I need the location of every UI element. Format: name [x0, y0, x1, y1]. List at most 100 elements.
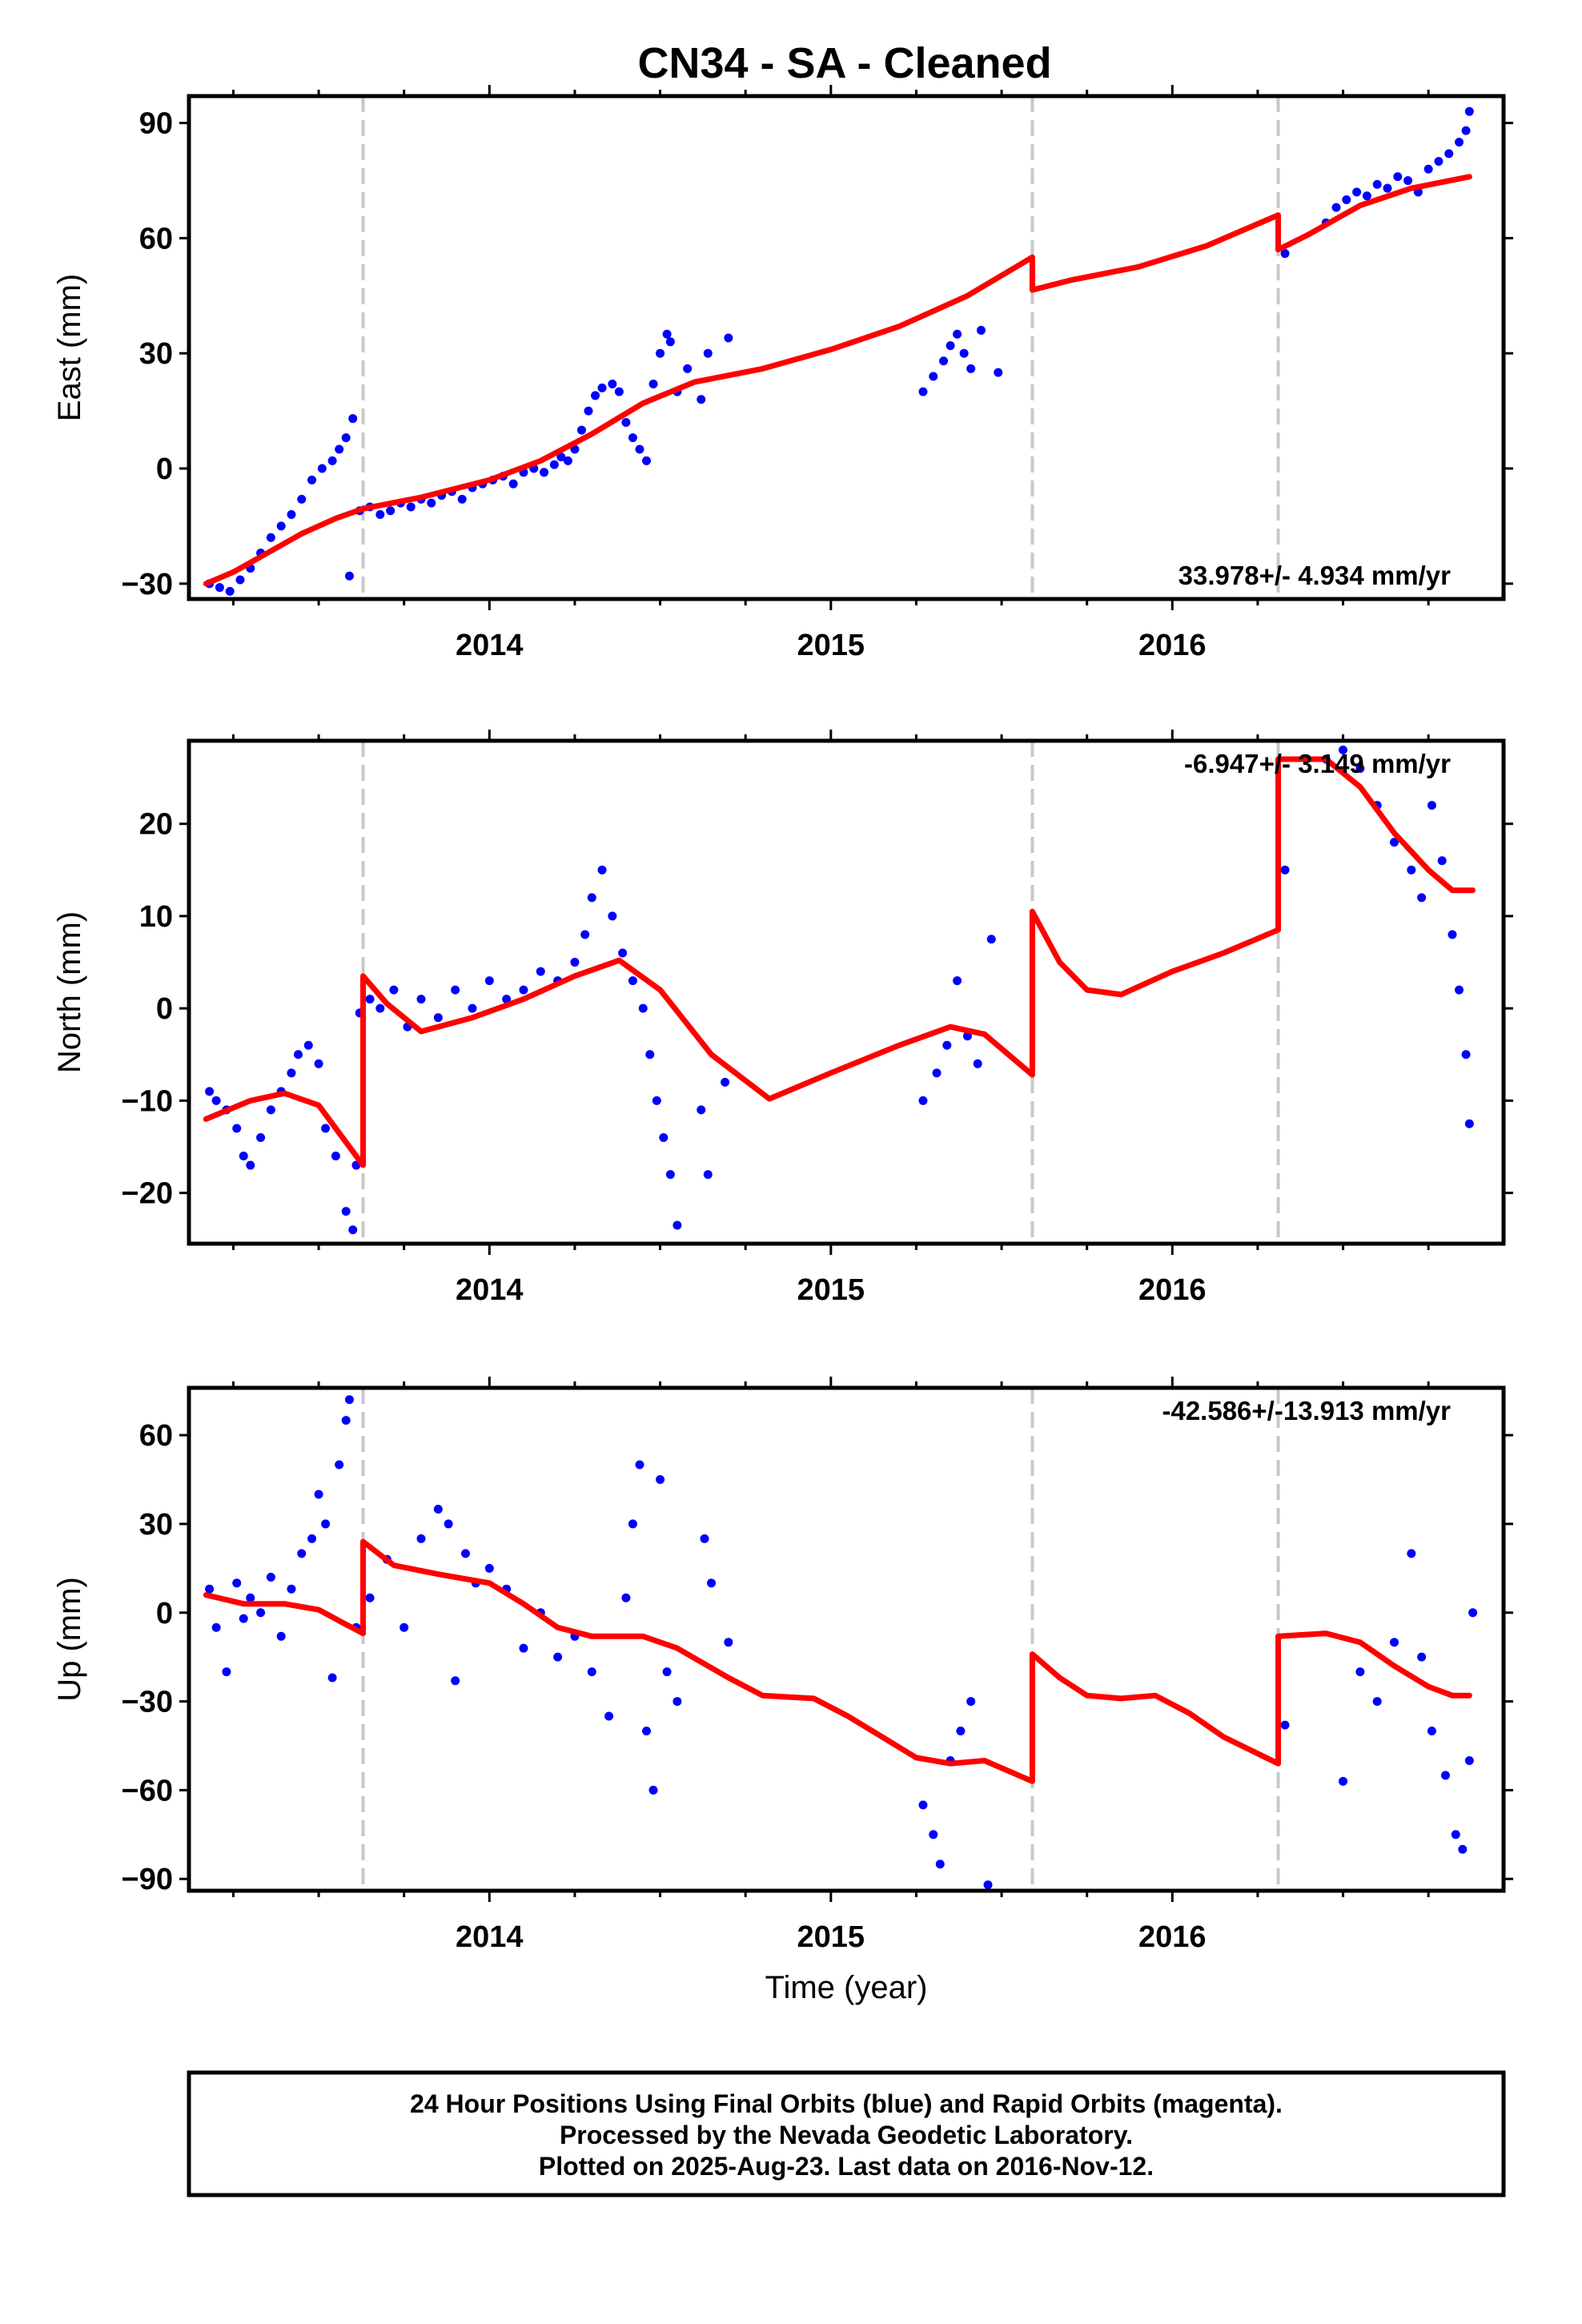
data-point — [1339, 1776, 1348, 1786]
data-point — [389, 985, 399, 995]
data-point — [580, 930, 590, 939]
data-point — [1451, 1830, 1460, 1839]
data-point — [966, 1697, 976, 1707]
data-point — [665, 337, 675, 347]
data-point — [549, 460, 559, 469]
data-point — [246, 1593, 255, 1602]
model-fit-line — [1275, 1630, 1472, 1699]
data-point — [994, 368, 1003, 377]
data-point — [1461, 1050, 1471, 1059]
data-point — [1372, 179, 1382, 189]
x-tick-label: 2015 — [797, 629, 865, 662]
data-point — [556, 452, 566, 462]
data-point — [297, 1549, 307, 1558]
data-point — [587, 1667, 596, 1677]
data-point — [335, 444, 344, 454]
up-panel: −90 −60 −30 0 30 60 2014 2015 2016 Up (mm) Time (y… — [52, 1377, 1513, 2005]
data-point — [205, 1584, 215, 1594]
data-point — [942, 1040, 952, 1050]
data-point — [375, 1003, 385, 1013]
y-tick-label: 10 — [139, 900, 173, 934]
x-tick-label: 2014 — [456, 629, 524, 662]
y-tick-label: 0 — [156, 992, 173, 1026]
data-point — [348, 414, 358, 424]
data-point — [327, 456, 337, 465]
data-point — [642, 456, 652, 465]
data-point — [662, 329, 672, 339]
data-point — [959, 348, 969, 358]
model-fit-line — [203, 1090, 366, 1168]
data-point — [608, 911, 617, 921]
data-point — [618, 948, 628, 958]
data-point — [553, 1652, 563, 1662]
data-point — [563, 456, 572, 465]
data-point — [1407, 865, 1416, 875]
data-point — [303, 1040, 313, 1050]
data-point — [1355, 1667, 1365, 1677]
data-point — [966, 364, 976, 373]
data-point — [433, 1504, 443, 1514]
model-fit-line — [360, 254, 1035, 512]
data-point — [502, 995, 512, 1004]
y-tick-label: −30 — [122, 1686, 173, 1719]
north-panel: −20 −10 0 10 20 2014 2015 2016 North (mm) -6.947+… — [52, 730, 1513, 1307]
data-point — [976, 325, 986, 335]
data-point — [956, 1727, 966, 1736]
y-tick-label: −90 — [122, 1863, 173, 1896]
data-point — [1464, 1119, 1474, 1128]
data-point — [1458, 1844, 1468, 1854]
plot-frame — [187, 1385, 1506, 1893]
data-point — [983, 1880, 993, 1890]
data-point — [1423, 164, 1433, 174]
data-point — [1447, 930, 1457, 939]
data-point — [341, 433, 351, 443]
data-point — [256, 1132, 266, 1142]
data-point — [205, 1087, 215, 1096]
data-point — [597, 865, 607, 875]
data-point — [1372, 1697, 1382, 1707]
data-point — [946, 341, 955, 351]
data-point — [406, 502, 416, 512]
data-point — [1393, 172, 1403, 182]
data-point — [314, 1490, 323, 1499]
data-point — [721, 1077, 730, 1087]
data-point — [1390, 838, 1399, 847]
data-point — [1342, 195, 1351, 204]
data-point — [451, 985, 460, 995]
x-axis-label: Time (year) — [765, 1970, 928, 2005]
data-point — [365, 995, 375, 1004]
chart-title: CN34 - SA - Cleaned — [637, 39, 1051, 87]
data-point — [724, 333, 733, 343]
data-point — [266, 533, 275, 542]
data-point — [570, 958, 580, 967]
data-point — [659, 1132, 669, 1142]
data-point — [484, 976, 494, 986]
velocity-label: 33.978+/- 4.934 mm/yr — [1178, 561, 1451, 590]
data-point — [1417, 893, 1427, 903]
plot-frame — [187, 738, 1506, 1246]
data-point — [638, 1003, 648, 1013]
model-fit-line — [1029, 1651, 1281, 1767]
data-point — [266, 1572, 275, 1582]
data-point — [307, 1534, 317, 1543]
data-point — [973, 1059, 982, 1068]
data-point — [656, 1475, 665, 1485]
x-tick-label: 2014 — [456, 1920, 524, 1954]
data-point — [1331, 203, 1341, 212]
data-point — [645, 1050, 655, 1059]
data-point — [451, 1676, 460, 1686]
data-point — [656, 348, 665, 358]
data-point — [986, 935, 996, 944]
data-point — [683, 364, 693, 373]
data-point — [211, 1096, 221, 1105]
data-point — [939, 356, 949, 366]
data-point — [1455, 138, 1464, 147]
model-fit-line — [360, 957, 1035, 1102]
data-point — [621, 1593, 631, 1602]
data-point — [918, 387, 928, 396]
data-point — [317, 464, 327, 473]
data-point — [1440, 1771, 1450, 1780]
data-point — [256, 1608, 266, 1618]
data-point — [648, 1785, 658, 1795]
data-point — [400, 1622, 409, 1632]
